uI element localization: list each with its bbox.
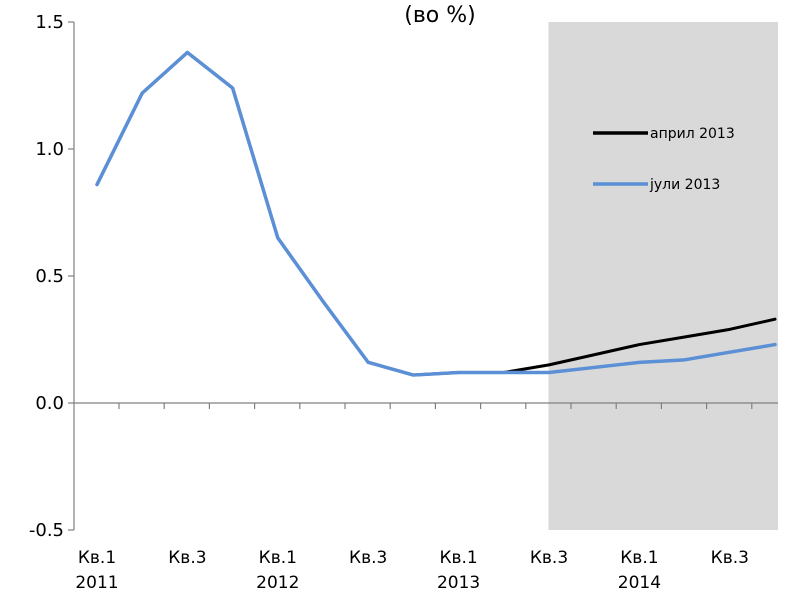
y-tick-label: 0.5 [35,266,64,287]
series-line-2 [95,50,777,377]
y-tick-label: -0.5 [29,520,64,541]
legend-label: април 2013 [650,126,735,142]
x-year-label: 2012 [256,573,299,593]
x-tick-label: Кв.1 [78,548,116,568]
legend-label: јули 2013 [649,177,720,193]
x-tick-label: Кв.1 [439,548,477,568]
forecast-shading [548,22,778,530]
chart-title: (во %) [404,3,476,28]
x-tick-label: Кв.1 [259,548,297,568]
x-tick-label: Кв.1 [620,548,658,568]
x-year-label: 2011 [75,573,118,593]
x-year-label: 2013 [437,573,480,593]
y-tick-label: 1.5 [35,12,64,33]
x-tick-label: Кв.3 [168,548,206,568]
x-year-label: 2014 [618,573,661,593]
y-tick-label: 0.0 [35,393,64,414]
y-tick-label: 1.0 [35,139,64,160]
x-tick-label: Кв.3 [711,548,749,568]
x-tick-label: Кв.3 [530,548,568,568]
x-tick-label: Кв.3 [349,548,387,568]
